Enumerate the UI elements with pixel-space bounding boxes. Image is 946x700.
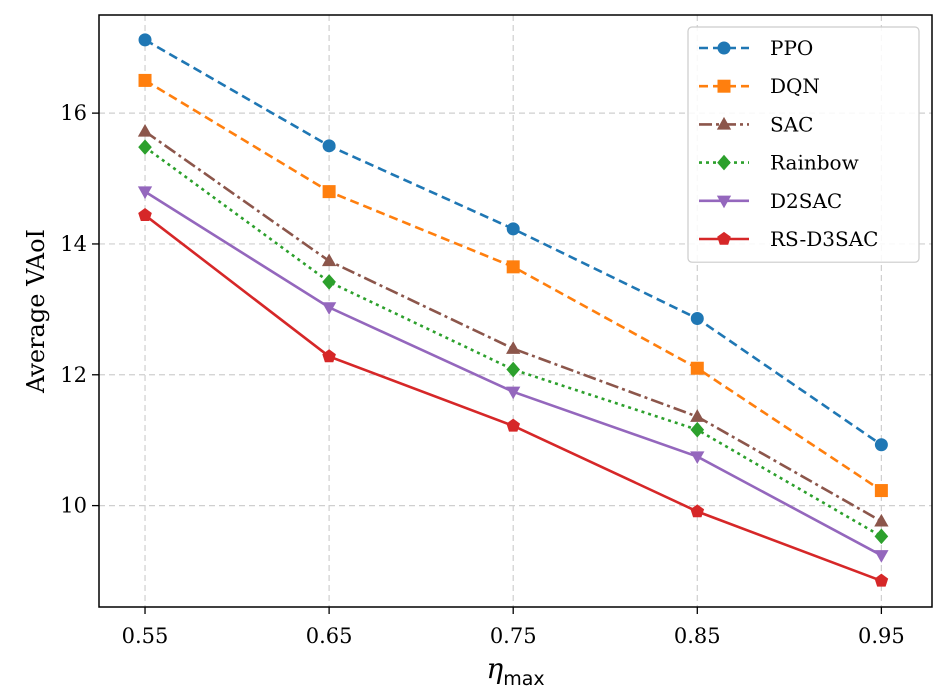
x-tick-label: 0.75 (490, 624, 537, 648)
legend-marker (717, 41, 731, 55)
data-point (506, 341, 521, 354)
data-point (137, 186, 153, 200)
data-point (322, 139, 336, 153)
series-sac (137, 123, 889, 527)
data-point (321, 302, 337, 315)
data-point (138, 73, 152, 87)
data-point (690, 409, 705, 422)
data-point (321, 253, 337, 267)
data-point (690, 312, 704, 326)
data-point (690, 504, 705, 518)
plot-frame (98, 14, 933, 608)
data-point (506, 260, 520, 274)
data-point (690, 451, 705, 465)
legend-label: D2SAC (770, 189, 842, 213)
legend: PPO DQN SAC Rainbow D2SAC RS-D3SAC (687, 26, 920, 263)
data-point (690, 361, 704, 375)
series-d2sac (137, 186, 889, 563)
x-tick-label: 0.65 (306, 624, 353, 648)
legend-item: PPO (699, 36, 813, 60)
y-tick-label: 12 (60, 363, 87, 387)
legend-item: D2SAC (699, 189, 842, 213)
data-point (506, 386, 521, 400)
legend-label: PPO (770, 36, 813, 60)
y-tick-label: 10 (60, 494, 87, 518)
data-point (874, 438, 888, 452)
legend-marker (716, 195, 732, 209)
data-point (874, 550, 889, 563)
axis-ticks: 0.55 0.65 0.75 0.85 0.95 10 12 14 16 (60, 101, 904, 648)
x-axis-label: ηmax (486, 652, 544, 690)
x-axis-label-symbol: η (486, 652, 503, 685)
x-tick-label: 0.95 (858, 624, 905, 648)
data-point (874, 528, 889, 545)
data-point (874, 513, 889, 527)
legend-marker (717, 231, 731, 245)
legend-item: RS-D3SAC (699, 227, 878, 251)
series-rs-d3sac (138, 208, 889, 587)
series-dqn (138, 73, 888, 498)
x-axis-label-subscript: max (503, 668, 544, 690)
series-line (144, 130, 883, 523)
data-point (874, 484, 888, 498)
data-point (138, 208, 152, 221)
x-tick-label: 0.55 (122, 624, 169, 648)
data-point (138, 139, 152, 155)
legend-item: DQN (699, 74, 820, 98)
legend-item: SAC (699, 112, 813, 136)
legend-item: Rainbow (699, 151, 859, 175)
x-tick-label: 0.85 (674, 624, 721, 648)
legend-marker (716, 116, 732, 130)
data-point (322, 274, 336, 290)
legend-label: SAC (770, 112, 813, 136)
data-point (322, 185, 336, 199)
legend-label: RS-D3SAC (770, 227, 878, 251)
data-point (506, 222, 520, 236)
data-point (690, 421, 705, 438)
series-ppo (138, 33, 888, 452)
data-point (138, 33, 152, 47)
data-point (322, 349, 336, 363)
y-axis-label: Average VAoI (22, 229, 50, 394)
data-point (874, 573, 889, 587)
legend-marker (717, 154, 731, 171)
legend-label: Rainbow (770, 151, 859, 175)
y-tick-label: 16 (60, 101, 87, 125)
legend-label: DQN (770, 74, 820, 98)
data-point (137, 123, 153, 137)
y-tick-label: 14 (60, 232, 87, 256)
legend-marker (717, 79, 731, 93)
series-rainbow (138, 139, 889, 545)
data-point (506, 418, 520, 432)
series-group (137, 33, 889, 587)
data-point (506, 361, 521, 378)
